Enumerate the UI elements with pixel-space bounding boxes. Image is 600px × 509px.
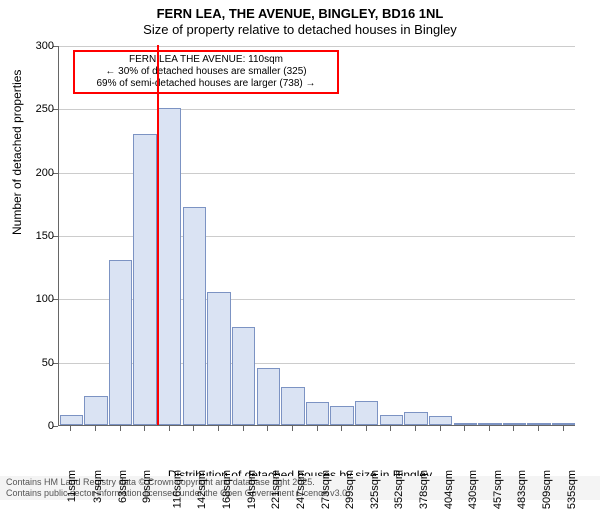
x-tick: [538, 426, 539, 431]
y-tick-label: 200: [24, 167, 54, 179]
x-tick-label: 378sqm: [418, 470, 430, 509]
gridline: [59, 46, 575, 47]
bar: [133, 134, 156, 425]
bar: [355, 401, 378, 425]
bar: [60, 415, 83, 425]
bar: [380, 415, 403, 425]
x-tick-label: 457sqm: [492, 470, 504, 509]
bar: [527, 423, 550, 425]
x-tick-label: 352sqm: [393, 470, 405, 509]
x-tick: [341, 426, 342, 431]
marker-line: [157, 45, 159, 425]
x-tick: [120, 426, 121, 431]
bar: [306, 402, 329, 425]
bar: [158, 108, 181, 425]
x-tick-label: 116sqm: [171, 470, 183, 508]
y-tick-label: 300: [24, 40, 54, 52]
chart-container: FERN LEA, THE AVENUE, BINGLEY, BD16 1NL …: [0, 0, 600, 500]
x-tick-label: 168sqm: [221, 470, 233, 509]
bar: [478, 423, 501, 425]
x-tick-label: 404sqm: [443, 470, 455, 509]
x-tick: [390, 426, 391, 431]
x-tick-label: 194sqm: [246, 470, 258, 509]
bar: [84, 396, 107, 425]
y-tick-label: 50: [24, 357, 54, 369]
plot-area: FERN LEA THE AVENUE: 110sqm ← 30% of det…: [58, 46, 575, 426]
x-tick: [193, 426, 194, 431]
x-tick-label: 325sqm: [369, 470, 381, 509]
bar: [454, 423, 477, 425]
x-tick: [464, 426, 465, 431]
gridline: [59, 109, 575, 110]
x-tick: [70, 426, 71, 431]
bar: [330, 406, 353, 425]
x-tick: [95, 426, 96, 431]
x-tick-label: 535sqm: [566, 470, 578, 509]
x-tick: [267, 426, 268, 431]
x-tick: [563, 426, 564, 431]
x-tick-label: 90sqm: [141, 470, 153, 503]
x-tick-label: 483sqm: [517, 470, 529, 509]
x-tick: [292, 426, 293, 431]
chart-subtitle: Size of property relative to detached ho…: [0, 22, 600, 37]
y-tick-label: 150: [24, 230, 54, 242]
x-tick: [218, 426, 219, 431]
annotation-line2: ← 30% of detached houses are smaller (32…: [79, 66, 333, 78]
bar: [429, 416, 452, 425]
bar: [232, 327, 255, 425]
bar: [183, 207, 206, 425]
bar: [281, 387, 304, 425]
x-tick-label: 299sqm: [344, 470, 356, 509]
x-tick: [317, 426, 318, 431]
bar: [207, 292, 230, 425]
x-tick: [440, 426, 441, 431]
x-tick-label: 142sqm: [197, 470, 209, 509]
x-tick: [415, 426, 416, 431]
x-tick-label: 247sqm: [295, 470, 307, 509]
y-tick-label: 100: [24, 293, 54, 305]
x-tick-label: 37sqm: [92, 470, 104, 503]
x-tick-label: 63sqm: [117, 470, 129, 503]
annotation-box: FERN LEA THE AVENUE: 110sqm ← 30% of det…: [73, 50, 339, 94]
x-tick: [489, 426, 490, 431]
x-tick-label: 273sqm: [320, 470, 332, 509]
bar: [109, 260, 132, 425]
y-tick-label: 0: [24, 420, 54, 432]
x-tick: [169, 426, 170, 431]
x-tick-label: 221sqm: [270, 470, 282, 509]
x-tick: [366, 426, 367, 431]
y-axis-label: Number of detached properties: [10, 70, 24, 235]
x-tick-label: 430sqm: [467, 470, 479, 509]
y-tick-label: 250: [24, 103, 54, 115]
annotation-line1: FERN LEA THE AVENUE: 110sqm: [79, 54, 333, 66]
x-tick: [144, 426, 145, 431]
bar: [552, 423, 575, 425]
x-tick-label: 509sqm: [541, 470, 553, 509]
x-tick-label: 11sqm: [67, 470, 79, 502]
bar: [503, 423, 526, 425]
x-tick: [243, 426, 244, 431]
x-tick: [513, 426, 514, 431]
bar: [404, 412, 427, 425]
annotation-line3: 69% of semi-detached houses are larger (…: [79, 78, 333, 90]
bar: [257, 368, 280, 425]
chart-title: FERN LEA, THE AVENUE, BINGLEY, BD16 1NL: [0, 0, 600, 21]
